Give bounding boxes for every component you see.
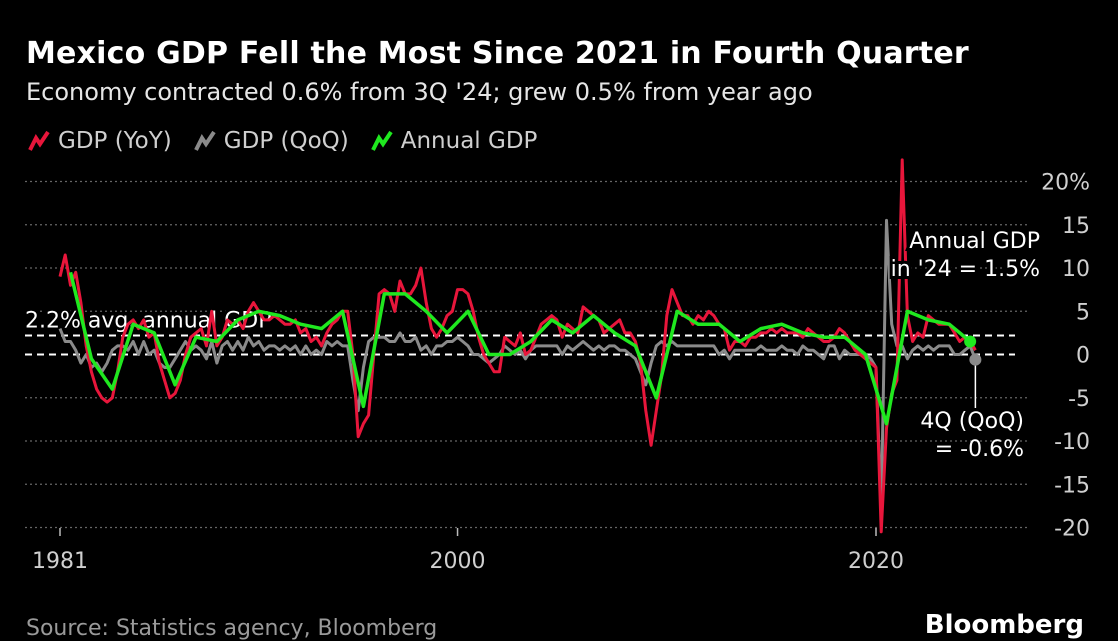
- series-line-annual: [68, 271, 972, 426]
- y-tick-label: 0: [1076, 344, 1090, 369]
- series-line-qoq: [58, 218, 977, 512]
- legend-swatch-qoq: [193, 130, 216, 151]
- annotation-qoq-text: 4Q (QoQ): [920, 409, 1024, 434]
- bloomberg-logo: Bloomberg: [924, 610, 1084, 640]
- y-tick-label: -20: [1054, 517, 1090, 542]
- y-tick-label: 20%: [1041, 171, 1090, 196]
- y-tick-label: 15: [1062, 214, 1090, 239]
- y-tick-label: -15: [1054, 473, 1090, 498]
- legend-swatch-annual: [370, 130, 393, 151]
- x-tick-label: 2020: [848, 549, 904, 574]
- legend-swatch-yoy: [28, 130, 50, 151]
- annotation-qoq-text: = -0.6%: [935, 437, 1024, 462]
- legend-label-qoq: GDP (QoQ): [223, 128, 349, 154]
- y-tick-label: 10: [1062, 257, 1090, 282]
- annotation-annual-text: in '24 = 1.5%: [891, 257, 1040, 282]
- series-layer: [58, 158, 977, 534]
- legend-item-yoy: GDP (YoY): [26, 128, 172, 154]
- legend-item-qoq: GDP (QoQ): [192, 128, 349, 154]
- qoq-marker: [969, 353, 982, 366]
- annotation-annual-halo: in '24 = 1.5%: [891, 257, 1040, 282]
- x-tick-label: 1981: [32, 549, 88, 574]
- chart-legend: GDP (YoY) GDP (QoQ) Annual GDP: [26, 128, 557, 154]
- legend-label-annual: Annual GDP: [400, 128, 538, 154]
- y-tick-label: -5: [1068, 387, 1090, 412]
- legend-label-yoy: GDP (YoY): [58, 128, 172, 154]
- annual-gdp-marker: [964, 335, 977, 348]
- annotation-annual-text: Annual GDP: [909, 229, 1040, 254]
- axis-layer: 20% 15 10 5 0 -5 -10 -15 -20 1981 2000 2020: [32, 171, 1090, 575]
- x-tick-label: 2000: [430, 549, 486, 574]
- y-tick-label: -10: [1054, 430, 1090, 455]
- annotation-annual-halo: Annual GDP: [909, 229, 1040, 254]
- y-tick-label: 5: [1076, 300, 1090, 325]
- series-line-yoy: [58, 158, 977, 534]
- chart-title: Mexico GDP Fell the Most Since 2021 in F…: [26, 36, 969, 71]
- source-note: Source: Statistics agency, Bloomberg: [26, 616, 438, 641]
- chart-subtitle: Economy contracted 0.6% from 3Q '24; gre…: [26, 78, 813, 106]
- legend-item-annual: Annual GDP: [369, 128, 538, 154]
